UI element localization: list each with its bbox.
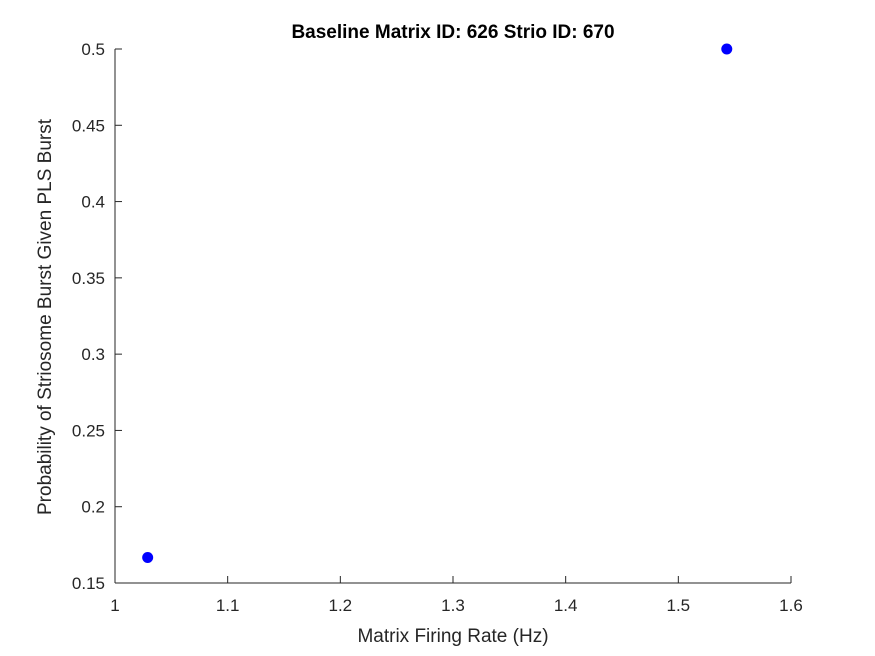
y-tick-label: 0.25	[72, 421, 105, 440]
y-tick-label: 0.35	[72, 269, 105, 288]
x-tick-label: 1.6	[779, 596, 803, 615]
data-points	[142, 43, 733, 564]
y-tick-label: 0.45	[72, 116, 105, 135]
x-tick-label: 1.5	[667, 596, 691, 615]
x-tick-label: 1.1	[216, 596, 240, 615]
x-tick-label: 1.2	[329, 596, 353, 615]
data-point	[142, 552, 154, 564]
x-axis-label: Matrix Firing Rate (Hz)	[357, 626, 548, 647]
plot-axes: 1 1.1 1.2 1.3 1.4 1.5 1.6 0.15 0.2 0.25 0.3 0.35 0.4…	[72, 40, 803, 615]
y-tick-label: 0.15	[72, 574, 105, 593]
data-point	[721, 43, 733, 55]
x-tick-label: 1.4	[554, 596, 578, 615]
chart-title: Baseline Matrix ID: 626 Strio ID: 670	[291, 22, 614, 43]
x-tick-label: 1	[110, 596, 119, 615]
y-tick-label: 0.2	[81, 498, 105, 517]
y-tick-label: 0.3	[81, 345, 105, 364]
y-tick-label: 0.4	[81, 193, 105, 212]
x-tick-label: 1.3	[441, 596, 465, 615]
y-tick-label: 0.5	[81, 40, 105, 59]
y-axis-label: Probability of Striosome Burst Given PLS…	[35, 118, 56, 515]
